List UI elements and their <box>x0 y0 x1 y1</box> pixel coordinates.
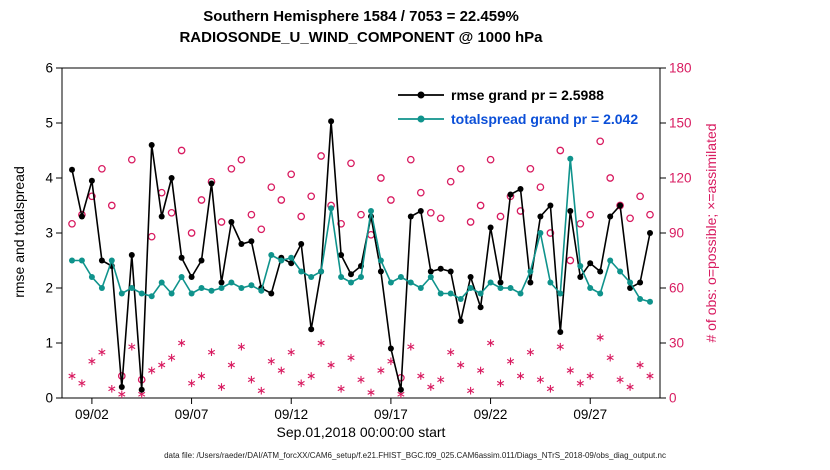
title-block: Southern Hemisphere 1584 / 7053 = 22.459… <box>62 6 660 48</box>
x-tick-label: 09/07 <box>175 407 209 422</box>
right-tick-label: 0 <box>669 391 677 406</box>
rmse-line <box>69 118 653 393</box>
data-file-caption: data file: /Users/raeder/DAI/ATM_forcXX/… <box>164 451 666 460</box>
x-tick-label: 09/22 <box>474 407 508 422</box>
left-tick-label: 2 <box>45 281 53 296</box>
right-tick-label: 180 <box>669 61 692 76</box>
right-tick-label: 60 <box>669 281 684 296</box>
legend-entry-totalspread: totalspread grand pr = 2.042 <box>451 111 638 127</box>
x-tick-label: 09/12 <box>274 407 308 422</box>
left-tick-label: 0 <box>45 391 53 406</box>
left-tick-label: 3 <box>45 226 53 241</box>
legend: rmse grand pr = 2.5988 totalspread grand … <box>398 87 638 127</box>
right-tick-label: 120 <box>669 171 692 186</box>
chart-title: Southern Hemisphere 1584 / 7053 = 22.459… <box>203 8 519 25</box>
x-tick-label: 09/17 <box>374 407 408 422</box>
possible-obs-markers <box>68 137 654 384</box>
left-tick-label: 5 <box>45 116 53 131</box>
assimilated-obs-markers <box>68 333 654 399</box>
legend-entry-rmse: rmse grand pr = 2.5988 <box>451 87 604 103</box>
right-tick-label: 30 <box>669 336 684 351</box>
chart-subtitle: RADIOSONDE_U_WIND_COMPONENT @ 1000 hPa <box>179 29 543 46</box>
x-tick-label: 09/27 <box>573 407 607 422</box>
left-tick-label: 1 <box>45 336 53 351</box>
right-tick-label: 90 <box>669 226 684 241</box>
right-tick-label: 150 <box>669 116 692 131</box>
totalspread-line <box>69 155 653 305</box>
left-tick-label: 6 <box>45 61 53 76</box>
left-tick-label: 4 <box>45 171 53 186</box>
x-axis-label: Sep.01,2018 00:00:00 start <box>276 424 446 440</box>
x-tick-label: 09/02 <box>75 407 109 422</box>
